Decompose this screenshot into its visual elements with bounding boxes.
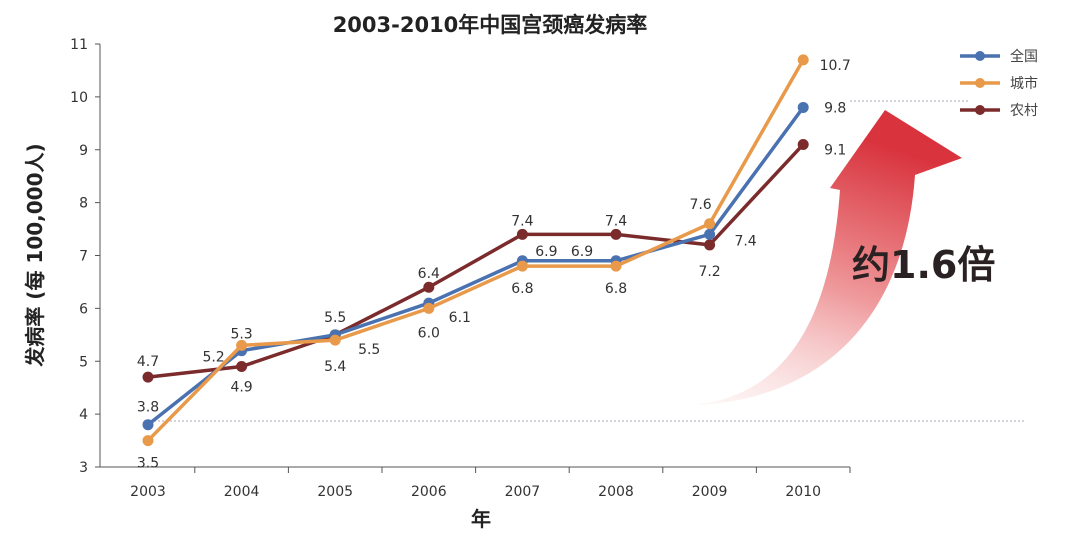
x-tick-label: 2004	[224, 484, 260, 500]
y-tick-label: 8	[79, 196, 88, 212]
data-point	[142, 371, 154, 383]
data-point	[797, 101, 809, 113]
data-point	[704, 218, 716, 230]
legend-marker	[975, 51, 985, 61]
data-point	[797, 54, 809, 66]
data-point	[704, 239, 716, 251]
data-label: 3.5	[137, 456, 159, 472]
y-tick-label: 9	[79, 143, 88, 159]
data-label: 7.4	[511, 213, 533, 229]
data-label: 10.7	[820, 58, 851, 74]
data-label: 7.2	[698, 264, 720, 280]
data-point	[797, 138, 809, 150]
data-point	[516, 228, 528, 240]
data-point	[610, 228, 622, 240]
y-tick-label: 6	[79, 301, 88, 317]
data-label: 4.9	[230, 380, 252, 396]
data-label: 5.2	[202, 350, 224, 366]
data-label: 9.1	[824, 142, 846, 158]
data-label: 6.9	[571, 244, 593, 260]
data-point	[423, 302, 435, 314]
series-line-农村	[147, 143, 805, 379]
data-point	[610, 260, 622, 272]
y-tick-label: 10	[70, 90, 88, 106]
data-label: 6.8	[511, 281, 533, 297]
y-tick-label: 5	[79, 354, 88, 370]
x-tick-label: 2006	[411, 484, 447, 500]
data-label: 6.0	[418, 325, 440, 341]
y-tick-label: 11	[70, 37, 88, 53]
data-point	[704, 228, 716, 240]
chart-title: 2003-2010年中国宫颈癌发病率	[333, 13, 648, 37]
data-label: 9.8	[824, 100, 846, 116]
legend-marker	[975, 78, 985, 88]
series-line-全国	[146, 106, 805, 427]
data-label: 3.8	[137, 400, 159, 416]
series-line-城市	[146, 58, 805, 442]
data-point	[516, 260, 528, 272]
x-tick-label: 2008	[598, 484, 634, 500]
y-tick-label: 3	[79, 460, 88, 476]
data-point	[142, 419, 154, 431]
data-label: 5.3	[230, 326, 252, 342]
data-label: 5.5	[324, 310, 346, 326]
data-label: 7.4	[605, 213, 627, 229]
data-label: 6.1	[449, 310, 471, 326]
data-label: 7.6	[689, 197, 711, 213]
data-label: 6.4	[418, 266, 440, 282]
data-point	[329, 334, 341, 346]
y-tick-label: 4	[79, 407, 88, 423]
data-label: 4.7	[137, 354, 159, 370]
data-label: 5.4	[324, 359, 346, 375]
x-tick-label: 2009	[692, 484, 728, 500]
data-point	[236, 361, 248, 373]
legend-label: 农村	[1010, 103, 1038, 119]
y-tick-label: 7	[79, 249, 88, 265]
data-point	[236, 339, 248, 351]
data-point	[142, 435, 154, 447]
legend-marker	[975, 105, 985, 115]
x-tick-label: 2003	[130, 484, 166, 500]
legend-label: 全国	[1010, 48, 1038, 65]
x-tick-label: 2005	[317, 484, 353, 500]
annotation-ratio: 约1.6倍	[852, 243, 995, 287]
growth-arrow	[695, 110, 962, 405]
legend-label: 城市	[1010, 75, 1038, 92]
x-tick-label: 2007	[505, 484, 541, 500]
y-axis-label: 发病率 (每 100,000人)	[23, 143, 47, 367]
data-label: 5.5	[358, 342, 380, 358]
data-label: 7.4	[734, 233, 756, 249]
data-label: 6.9	[535, 244, 557, 260]
data-point	[423, 281, 435, 293]
data-label: 6.8	[605, 281, 627, 297]
x-axis-label: 年	[471, 507, 491, 531]
x-tick-label: 2010	[785, 484, 821, 500]
